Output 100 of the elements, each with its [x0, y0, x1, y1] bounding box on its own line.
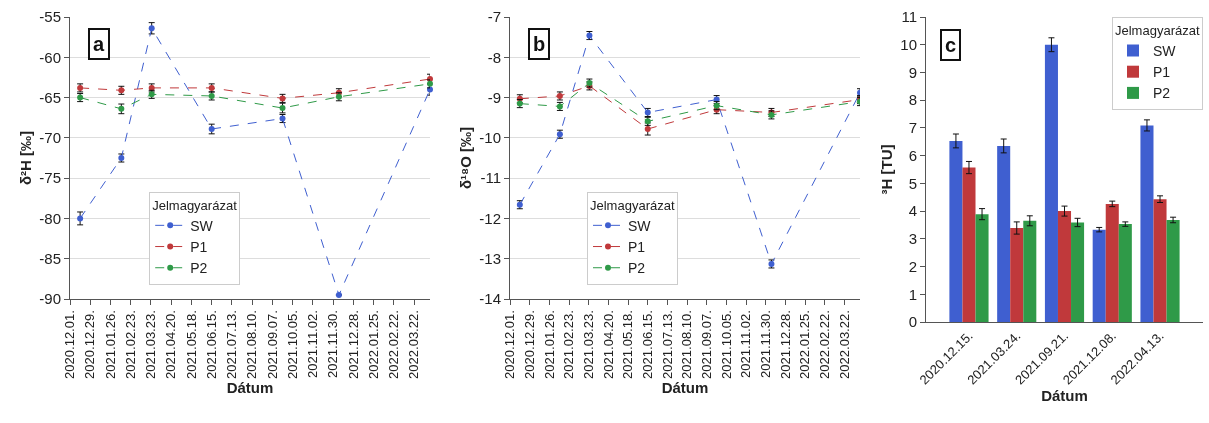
y-tick-label: 4	[908, 202, 917, 220]
legend-label: SW	[1153, 42, 1177, 59]
bar	[1057, 211, 1072, 322]
x-tick-label: 2021.12.28.	[777, 310, 793, 379]
x-tick-label: 2021.11.30.	[758, 310, 774, 378]
legend-label: P1	[1153, 64, 1171, 81]
y-tick-label: 9	[908, 63, 917, 81]
y-tick-label: -75	[39, 169, 61, 187]
x-axis-title: Dátum	[226, 378, 274, 396]
x-tick-label: 2021.02.23.	[122, 310, 138, 379]
bar	[962, 167, 976, 322]
x-tick-label: 2021.10.05.	[284, 310, 300, 379]
annotation: b	[533, 33, 546, 55]
y-axis-title: ³H [TU]	[877, 144, 895, 195]
y-tick-label: -9	[487, 88, 501, 106]
x-tick-label: 2021.10.05.	[718, 310, 734, 379]
y-tick-label: 2	[908, 257, 917, 275]
y-tick-label: -12	[479, 209, 501, 227]
annotation: a	[93, 33, 105, 55]
x-tick-label: 2021.12.28.	[345, 310, 361, 379]
x-tick-label: 2021.05.18.	[620, 310, 636, 379]
x-tick-label: 2020.12.01.	[502, 310, 518, 379]
x-tick-label: 2021.09.07.	[699, 310, 715, 379]
x-tick-label: 2021.06.15.	[639, 310, 655, 379]
y-tick-label: -70	[39, 129, 61, 147]
y-tick-label: 6	[908, 146, 917, 164]
y-tick-label: 10	[900, 35, 917, 53]
bar	[1010, 228, 1024, 322]
y-tick-label: 8	[908, 91, 917, 109]
y-tick-label: -80	[39, 209, 61, 227]
y-tick-label: 0	[908, 313, 917, 331]
x-tick-label: 2020.12.29.	[82, 310, 98, 379]
x-tick-label: 2022.03.22.	[406, 310, 422, 379]
legend-label: P1	[190, 239, 208, 255]
bar	[1105, 203, 1119, 322]
bar	[1118, 224, 1132, 322]
bar	[949, 140, 963, 322]
bar	[1092, 229, 1106, 322]
bar	[1153, 199, 1167, 322]
x-tick-label: 2021.11.02.	[738, 310, 754, 378]
x-tick-label: 2021.08.10.	[679, 310, 695, 379]
bar	[1140, 125, 1154, 322]
x-tick-label: 2021.03.23.	[580, 310, 596, 379]
x-tick-label: 2021.04.20.	[163, 310, 179, 379]
bar	[1023, 220, 1037, 322]
y-tick-label: 1	[908, 285, 917, 303]
x-tick-label: 2021.06.15.	[203, 310, 219, 379]
x-axis-title: Dátum	[1041, 387, 1088, 405]
legend-title: Jelmagyarázat	[1115, 22, 1200, 38]
annotation: c	[945, 34, 957, 56]
x-tick-label: 2021.01.26.	[541, 310, 557, 379]
x-tick-label: 2021.05.18.	[183, 310, 199, 379]
x-tick-label: 2022.02.22.	[386, 310, 402, 379]
y-tick-label: -8	[487, 48, 501, 66]
bar	[1071, 222, 1085, 322]
point	[77, 215, 84, 222]
bar	[975, 214, 989, 322]
x-tick-label: 2022.01.25.	[365, 310, 381, 379]
point	[644, 125, 651, 132]
x-tick-label: 2021.09.07.	[264, 310, 280, 379]
legend-label: P2	[628, 260, 646, 277]
x-tick-label: 2021.07.13.	[224, 310, 240, 379]
x-tick-label: 2021.01.26.	[102, 310, 118, 379]
legend-title: Jelmagyarázat	[590, 197, 675, 213]
x-tick-label: 2022.02.22.	[817, 310, 833, 379]
x-tick-label: 2022.03.22.	[836, 310, 852, 379]
x-tick-label: 2021.07.13.	[659, 310, 675, 379]
y-tick-label: -65	[39, 88, 61, 106]
x-axis-title: Dátum	[661, 378, 709, 396]
x-tick-label: 2021.11.02.	[305, 310, 321, 378]
legend-label: P2	[190, 260, 208, 277]
y-tick-label: -7	[487, 8, 501, 26]
y-tick-label: 7	[908, 119, 917, 137]
y-tick-label: -85	[39, 249, 61, 267]
x-tick-label: 2021.08.10.	[244, 310, 260, 379]
x-tick-label: 2020.12.01.	[62, 310, 78, 379]
y-tick-label: 11	[901, 8, 917, 26]
legend-label: SW	[628, 217, 652, 234]
bar	[997, 145, 1011, 322]
bar	[1166, 219, 1180, 322]
y-tick-label: -10	[479, 129, 501, 147]
x-tick-label: 2021.11.30.	[325, 310, 341, 378]
legend-label: SW	[190, 217, 214, 234]
y-axis-title: δ²H [‰]	[16, 130, 34, 186]
y-tick-label: -11	[480, 169, 501, 187]
legend-label: P1	[628, 239, 646, 255]
bar	[1044, 44, 1058, 322]
y-tick-label: 5	[908, 174, 917, 192]
y-axis-title: δ¹⁸O [‰]	[456, 126, 474, 190]
x-tick-label: 2021.04.20.	[600, 310, 616, 379]
x-tick-label: 2021.02.23.	[561, 310, 577, 379]
y-tick-label: -55	[39, 8, 61, 26]
y-tick-label: -13	[479, 249, 501, 267]
x-tick-label: 2021.03.23.	[143, 310, 159, 379]
x-tick-label: 2022.01.25.	[797, 310, 813, 379]
y-tick-label: -14	[479, 290, 501, 308]
y-tick-label: -60	[39, 48, 61, 66]
y-tick-label: 3	[908, 230, 917, 248]
legend-title: Jelmagyarázat	[152, 197, 238, 213]
y-tick-label: -90	[39, 290, 61, 308]
